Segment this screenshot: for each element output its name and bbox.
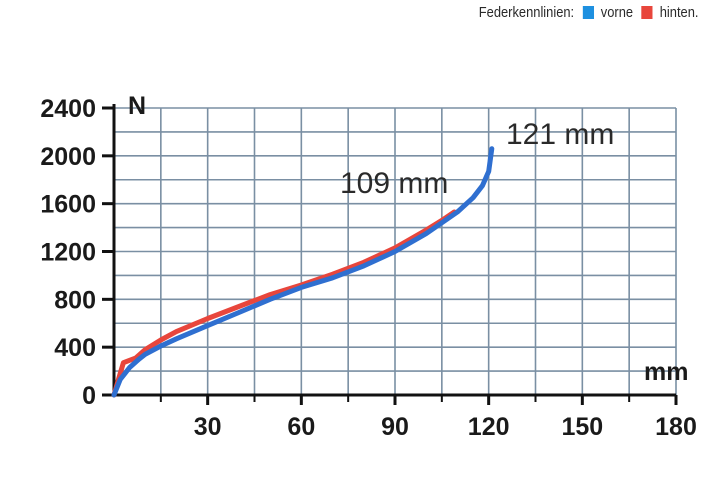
axes — [102, 104, 678, 405]
y-tick-label: 2000 — [40, 143, 96, 171]
annotation-121mm: 121 mm — [506, 118, 614, 151]
legend-title: Federkennlinien: — [478, 4, 574, 21]
y-tick-label: 800 — [54, 286, 96, 314]
x-tick-label: 150 — [561, 413, 603, 441]
y-tick-label: 1600 — [40, 191, 96, 219]
x-tick-label: 60 — [287, 413, 315, 441]
legend-swatch-vorne — [582, 6, 594, 19]
x-axis-unit-label: mm — [644, 358, 688, 386]
series-line-hinten — [111, 209, 457, 398]
series-line-vorne — [111, 146, 495, 398]
y-tick-label: 1200 — [40, 239, 96, 267]
legend-label-hinten: hinten. — [659, 4, 698, 21]
legend-label-vorne: vorne — [600, 4, 633, 21]
x-tick-label: 30 — [194, 413, 222, 441]
x-tick-label: 180 — [655, 413, 697, 441]
y-tick-label: 0 — [82, 382, 96, 410]
tick-labels: 0 400 800 1200 1600 2000 2400 30 60 90 120 150 180 — [40, 95, 696, 441]
y-tick-label: 2400 — [40, 95, 96, 123]
y-axis-unit-label: N — [128, 92, 146, 120]
y-tick-label: 400 — [54, 334, 96, 362]
annotation-109mm: 109 mm — [340, 167, 448, 200]
x-tick-label: 90 — [381, 413, 409, 441]
legend-swatch-hinten — [641, 6, 653, 19]
series — [111, 146, 495, 398]
legend: Federkennlinien: vorne hinten. — [478, 4, 698, 21]
x-tick-label: 120 — [468, 413, 510, 441]
